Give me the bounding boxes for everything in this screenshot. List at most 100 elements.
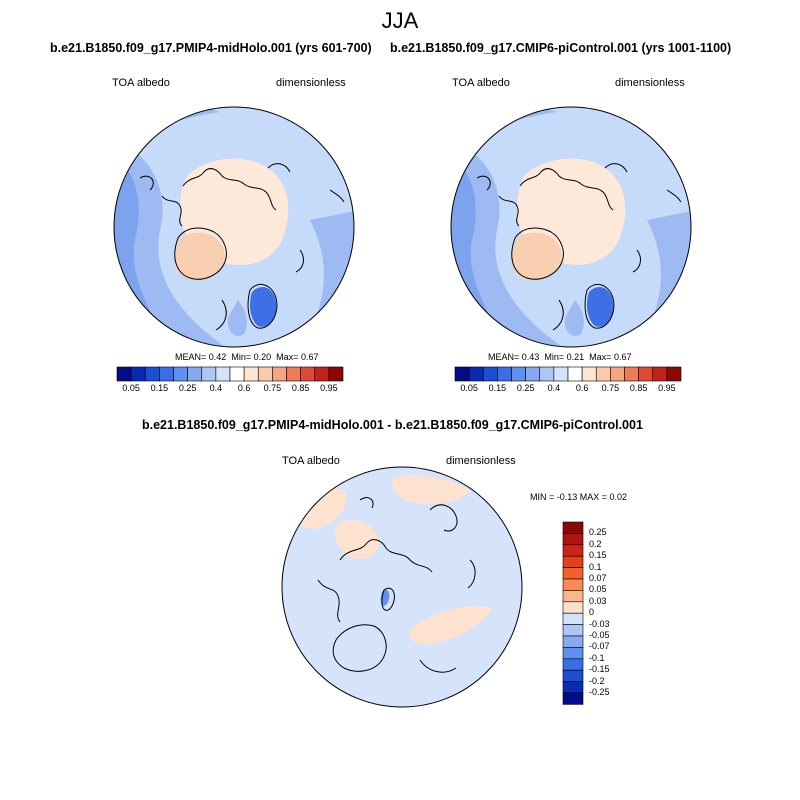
colorbar-tick-label: 0.85 [291,383,310,393]
colorbar-tick-label: 0.25 [178,383,197,393]
positive-region-atlantic [409,606,492,645]
colorbar-box [562,521,584,534]
colorbar-box [187,366,203,382]
diff-background [282,467,522,707]
diff-title: b.e21.B1850.f09_g17.PMIP4-midHolo.001 - … [142,418,643,432]
panel-1-coastlines [139,163,345,331]
colorbar-tick-label: 0.6 [575,383,589,393]
colorbar-box [215,366,231,382]
colorbar-tick-label: 0.4 [547,383,561,393]
colorbar-tick-label: 0.4 [209,383,223,393]
panel-1-colorbar [116,366,344,382]
colorbar-tick-label: 0.2 [589,538,602,549]
panel-1-map-border [113,106,355,348]
colorbar-box [562,658,584,671]
colorbar-box [562,635,584,648]
colorbar-box [328,366,344,382]
panel-1-title: b.e21.B1850.f09_g17.PMIP4-midHolo.001 (y… [50,41,372,55]
baltic-region [564,300,584,337]
panel-2-stats: MEAN= 0.43 Min= 0.21 Max= 0.67 [488,352,631,362]
colorbar-box [562,612,584,625]
panel-2-coastlines [476,163,682,331]
panel-1-map [114,107,354,347]
positive-region-arctic [334,519,380,559]
mean-label: MEAN= [175,352,207,362]
panel-1-stats: MEAN= 0.42 Min= 0.20 Max= 0.67 [175,352,318,362]
colorbar-tick-label: 0.07 [589,573,607,583]
colorbar-box [562,590,584,603]
colorbar-box [562,692,584,705]
colorbar-tick-label: 0.05 [589,584,607,595]
colorbar-box [243,366,259,382]
greenland [512,232,563,281]
diff-variable: TOA albedo [282,455,340,467]
colorbar-box [624,366,639,382]
min-label: Min= [544,352,565,362]
colorbar-tick-label: 0.95 [658,383,676,393]
colorbar-box [595,366,611,382]
diff-map-border [281,466,523,708]
colorbar-box [562,681,584,694]
colorbar-box [229,366,245,382]
colorbar-box [652,366,668,382]
panel-1-units: dimensionless [276,77,346,89]
colorbar-tick-label: 0.1 [589,561,602,572]
panel-2-map-border [450,106,692,348]
colorbar-box [144,366,160,382]
baltic-region [227,300,247,337]
colorbar-box [567,366,583,382]
colorbar-box [286,366,301,382]
mean-value: 0.43 [521,352,540,362]
panel-1-variable: TOA albedo [112,77,170,89]
max-label: Max= [276,352,299,362]
colorbar-tick-label: 0.85 [629,383,648,393]
colorbar-tick-label: -0.2 [589,675,605,686]
colorbar-tick-label: 0.95 [320,383,338,393]
min-value: 0.21 [566,352,585,362]
colorbar-tick-label: -0.25 [589,687,610,697]
colorbar-tick-label: -0.05 [589,630,610,640]
colorbar-tick-label: 0.15 [150,383,169,393]
colorbar-box [562,567,584,580]
colorbar-tick-label: -0.07 [589,641,610,652]
colorbar-box [130,366,146,382]
scandinavia [250,287,277,327]
greenland [175,232,226,281]
colorbar-box [159,366,174,382]
min-value: 0.20 [253,352,272,362]
colorbar-box [581,366,597,382]
colorbar-tick-label: 0.05 [122,383,140,393]
figure-title: JJA [381,8,419,33]
colorbar-tick-label: 0.03 [589,595,607,606]
colorbar-tick-label: 0 [589,607,595,618]
panel-2-units: dimensionless [615,77,685,89]
colorbar-box [562,647,584,660]
colorbar-box [638,366,654,382]
colorbar-tick-label: 0.15 [488,383,507,393]
colorbar-tick-label: 0.75 [263,383,282,393]
colorbar-tick-label: -0.15 [589,664,610,675]
colorbar-tick-label: 0.05 [460,383,478,393]
colorbar-box [562,601,584,614]
panel-2-colorbar [454,366,682,382]
colorbar-box [562,544,584,557]
colorbar-box [201,366,217,382]
colorbar-box [468,366,484,382]
colorbar-tick-label: -0.03 [589,618,610,629]
colorbar-box [562,578,584,591]
colorbar-box [314,366,330,382]
diff-stats: MIN = -0.13 MAX = 0.02 [530,492,628,502]
colorbar-box [539,366,555,382]
colorbar-box [454,366,470,382]
colorbar-box [610,366,625,382]
diff-units: dimensionless [446,455,516,467]
colorbar-box [553,366,569,382]
max-label: Max= [589,352,612,362]
colorbar-box [666,366,682,382]
mean-label: MEAN= [488,352,520,362]
positive-region-pacific [392,475,470,505]
colorbar-box [116,366,132,382]
colorbar-box [173,366,188,382]
panel-2-title: b.e21.B1850.f09_g17.CMIP6-piControl.001 … [390,41,732,55]
